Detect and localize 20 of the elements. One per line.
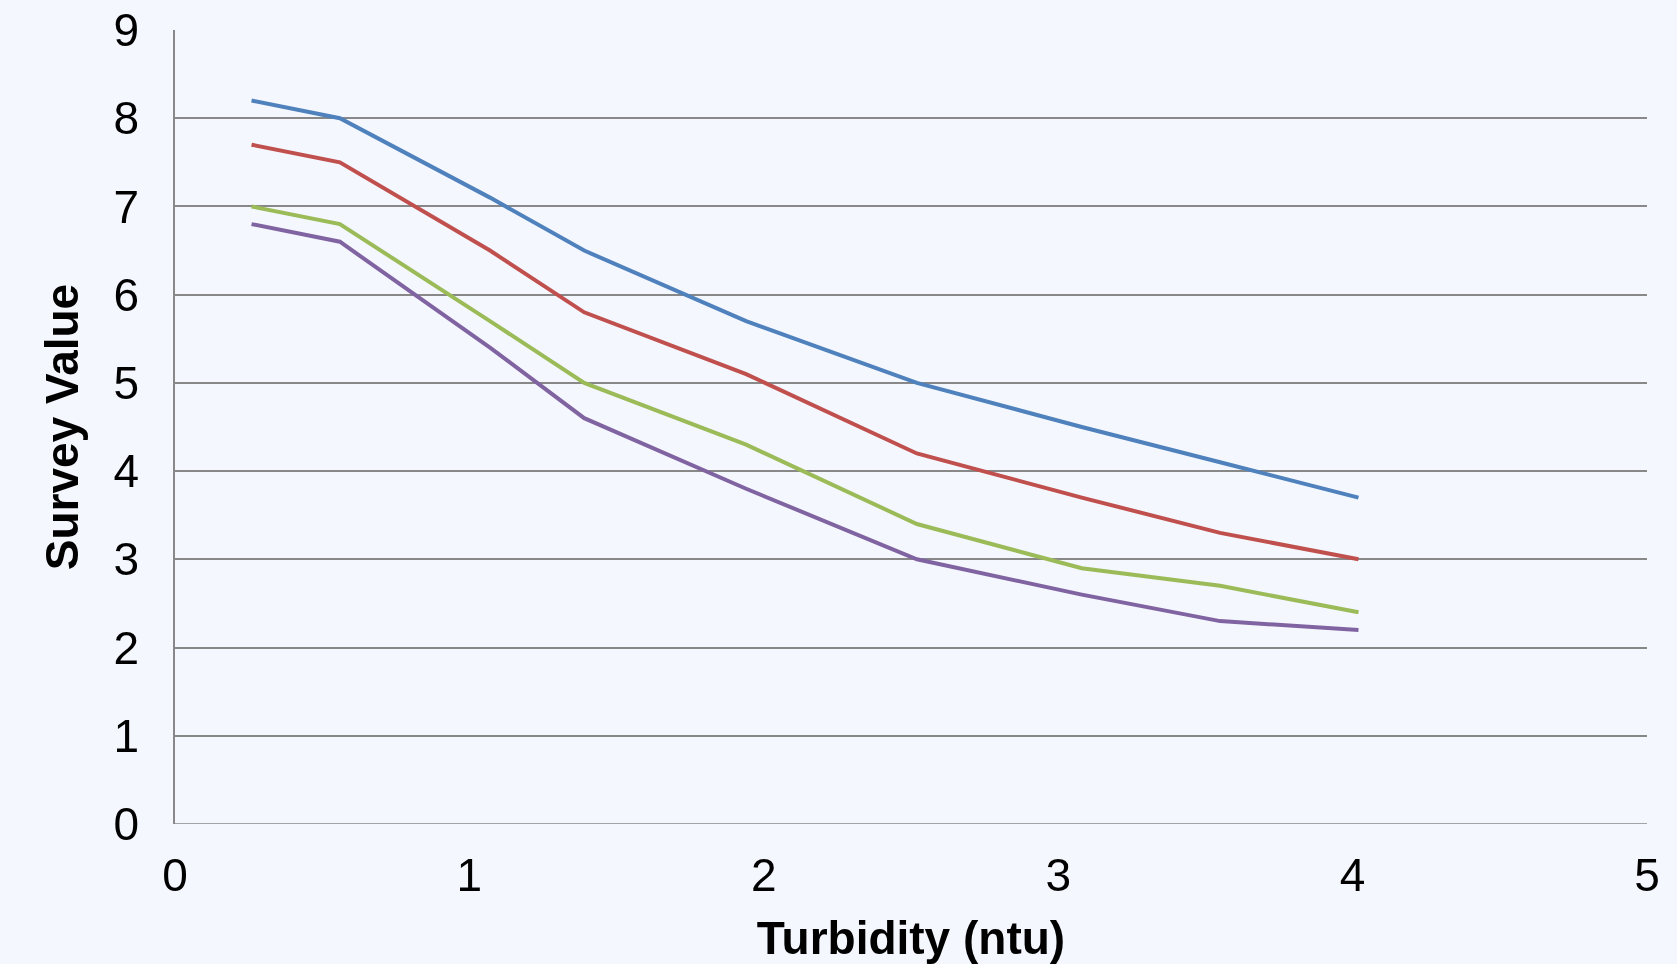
line-series (249, 142, 1361, 562)
y-tick-label: 8 (113, 92, 140, 145)
y-tick-label: 7 (113, 180, 140, 233)
y-tick-label: 2 (113, 621, 140, 674)
x-tick-label: 4 (1339, 849, 1366, 901)
x-tick-label: 5 (1634, 849, 1660, 901)
y-tick-label: 4 (113, 445, 140, 498)
y-tick-label: 5 (113, 356, 140, 409)
x-tick-label: 2 (751, 849, 777, 901)
x-axis-title: Turbidity (ntu) (756, 912, 1066, 964)
x-tick-label: 1 (456, 849, 483, 901)
y-axis-title: Survey Value (36, 283, 89, 571)
x-tick-label: 3 (1045, 849, 1071, 901)
y-tick-label: 1 (113, 709, 140, 762)
y-tick-label: 0 (113, 798, 140, 851)
y-tick-label: 3 (113, 533, 140, 586)
x-tick-label: 0 (162, 849, 188, 901)
y-tick-label: 6 (113, 268, 140, 321)
line-series (249, 98, 1361, 500)
y-tick-label: 9 (113, 4, 140, 57)
